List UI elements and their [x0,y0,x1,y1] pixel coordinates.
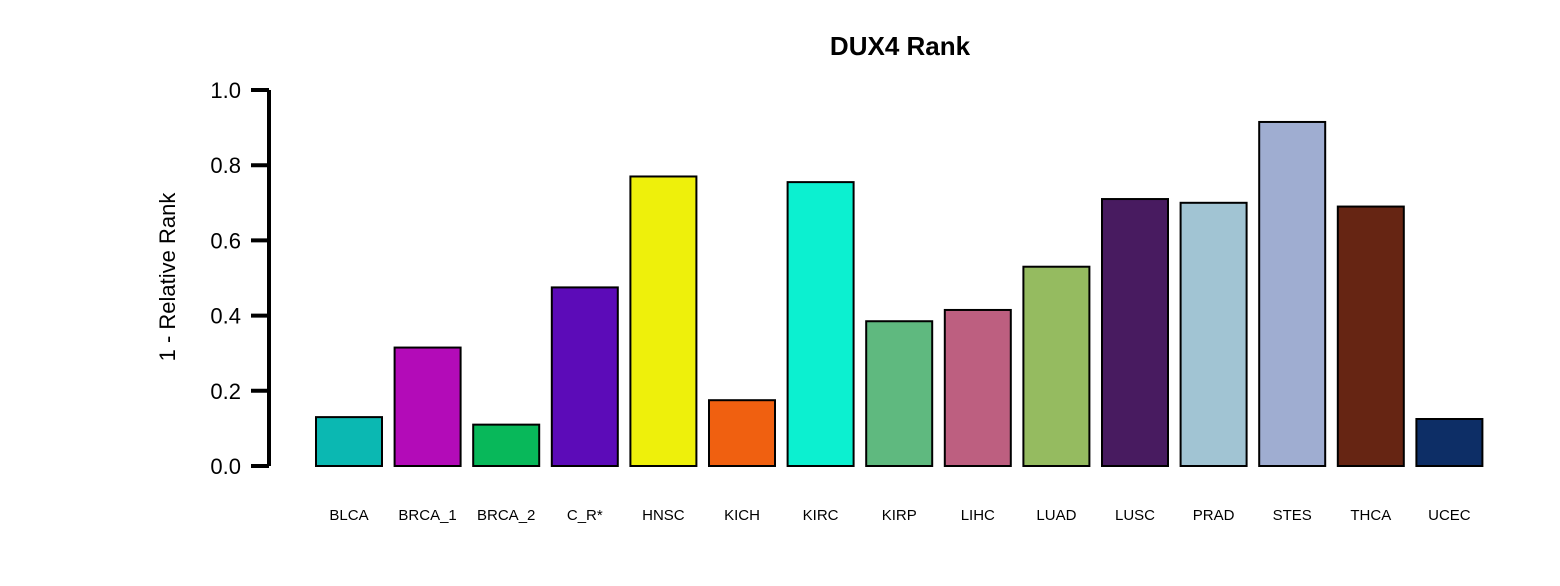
bar-c-r [550,286,619,467]
bar-kich [708,399,776,468]
x-tick-label: KIRC [803,507,839,524]
x-tick-label: LUAD [1036,507,1076,524]
x-tick-label: KIRP [882,507,917,524]
x-tick-label: BLCA [329,507,368,524]
x-tick-label: THCA [1350,507,1391,524]
bar-stes [1258,120,1327,468]
x-tick-label: HNSC [642,507,685,524]
y-axis: 0.0 0.2 0.4 0.6 0.8 1.0 [210,78,271,479]
bar-lihc [943,308,1012,467]
y-tick-label: 1.0 [210,78,241,103]
x-tick-label: C_R* [567,507,603,524]
bar-thca [1336,205,1405,467]
bar-ucec [1415,418,1484,467]
y-tick-label: 0.6 [210,228,241,253]
x-tick-label: BRCA_2 [477,507,535,524]
y-tick-label: 0.0 [210,454,241,479]
x-tick-label: BRCA_1 [398,507,456,524]
bars-group [315,120,1484,468]
bar-blca [315,416,383,467]
bar-lusc [1101,198,1169,467]
bar-kirp [865,320,934,467]
y-tick-label: 0.4 [210,304,241,329]
bar-luad [1022,265,1091,467]
x-tick-label: PRAD [1193,507,1235,524]
x-tick-label: STES [1273,507,1312,524]
bar-brca-1 [393,346,462,467]
x-tick-label: KICH [724,507,760,524]
y-tick-label: 0.2 [210,379,241,404]
x-tick-label: LUSC [1115,507,1155,524]
x-tick-label: LIHC [961,507,995,524]
bar-prad [1179,201,1248,468]
bar-hnsc [629,175,698,467]
x-tick-labels: BLCA BRCA_1 BRCA_2 C_R* HNSC KICH KIRC KIRP LIHC… [329,507,1470,524]
y-tick-label: 0.8 [210,153,241,178]
y-axis-label: 1 - Relative Rank [155,192,180,362]
chart-title: DUX4 Rank [830,31,971,61]
bar-kirc [786,181,855,467]
x-tick-label: UCEC [1428,507,1471,524]
bar-brca-2 [472,423,541,468]
